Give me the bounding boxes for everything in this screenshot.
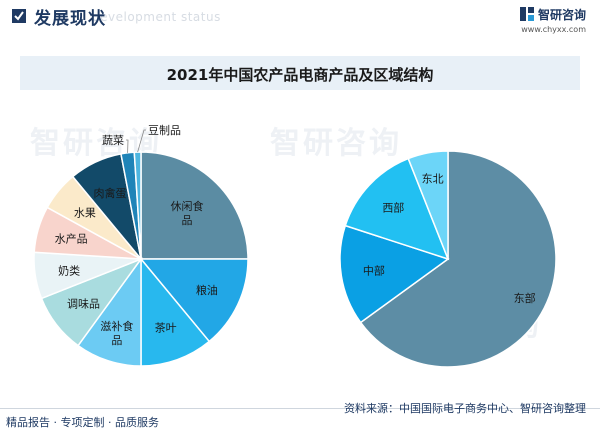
- leader-line: [137, 129, 146, 153]
- brand-name: 智研咨询: [519, 6, 586, 23]
- brand-name-text: 智研咨询: [537, 8, 586, 22]
- slice-label: 粮油: [196, 283, 218, 297]
- chart-title-bar: 2021年中国农产品电商产品及区域结构: [20, 56, 580, 90]
- pie-slice: [344, 157, 450, 261]
- slice-label: 水产品: [55, 232, 88, 246]
- footer-tagline: 精品报告 · 专项定制 · 品质服务: [6, 416, 159, 429]
- slice-label: 东北: [422, 172, 444, 185]
- slice-label: 中部: [363, 264, 385, 278]
- header-subtitle: development status: [92, 10, 221, 24]
- leader-line: [126, 139, 129, 153]
- section-badge-icon: [12, 9, 26, 23]
- watermark-logo: 智研咨询: [270, 126, 402, 161]
- pie-slice: [359, 150, 557, 368]
- slice-label: 品: [111, 334, 122, 347]
- header-title: 发展现状: [34, 9, 106, 29]
- slice-label: 肉禽蛋: [94, 186, 127, 200]
- chart-title: 2021年中国农产品电商产品及区域结构: [166, 66, 434, 84]
- slice-label: 休闲食: [170, 199, 203, 213]
- slice-label: 水果: [74, 207, 96, 220]
- footer-divider: [0, 408, 600, 409]
- pie-chart-region: 东部 中部 西部 东北: [339, 150, 557, 368]
- pie-slice: [140, 256, 211, 367]
- pie-slice: [407, 150, 449, 260]
- footer-source: 资料来源：中国国际电子商务中心、智研咨询整理: [344, 402, 586, 415]
- pie-slice: [140, 151, 249, 260]
- slice-label: 调味品: [67, 298, 100, 311]
- slice-label: 茶叶: [155, 321, 177, 334]
- pie-slice: [139, 258, 249, 343]
- slice-label: 品: [181, 214, 192, 227]
- pie-slice: [339, 224, 450, 324]
- brand-url: www.chyxx.com: [521, 25, 586, 34]
- slice-label: 西部: [382, 201, 404, 215]
- slice-label: 蔬菜: [102, 134, 124, 147]
- slice-label: 豆制品: [148, 124, 181, 137]
- page-header: development status 发展现状 智研咨询 www.chyxx.c…: [0, 0, 600, 40]
- slice-label: 滋补食: [100, 319, 133, 333]
- slice-label: 东部: [514, 291, 536, 305]
- footer: 精品报告 · 专项定制 · 品质服务 资料来源：中国国际电子商务中心、智研咨询整…: [0, 402, 600, 433]
- brand-logo-icon: [519, 7, 534, 21]
- slice-label: 奶类: [58, 263, 80, 277]
- brand: 智研咨询 www.chyxx.com: [519, 6, 586, 34]
